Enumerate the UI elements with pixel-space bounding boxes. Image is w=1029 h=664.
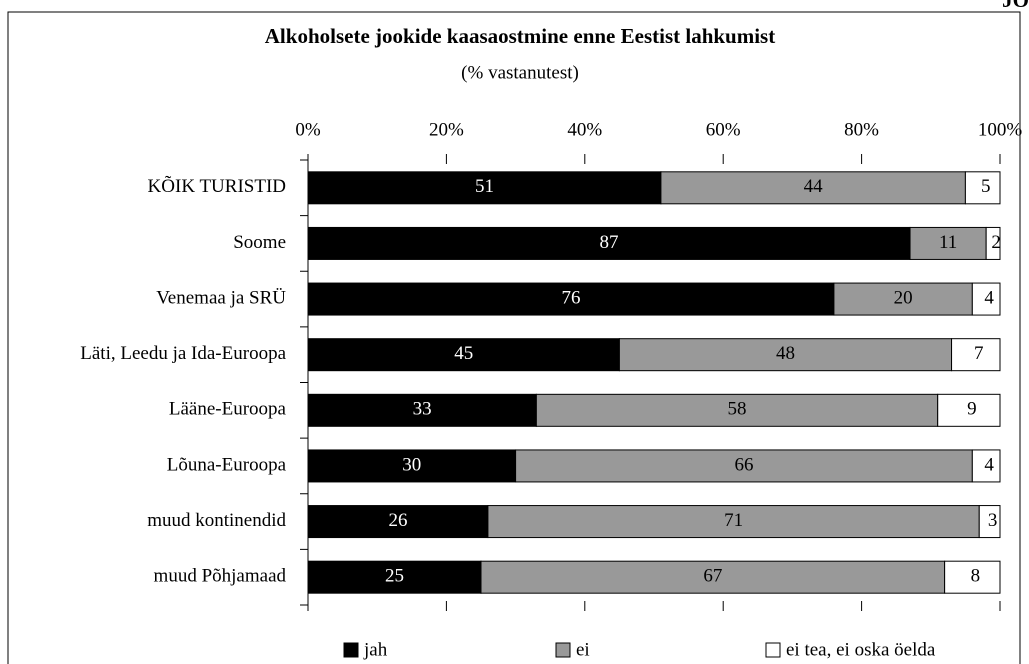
y-tick-label: KÕIK TURISTID — [148, 175, 286, 197]
bar-segment — [487, 505, 980, 539]
x-tick-label: 0% — [295, 119, 321, 140]
bar-segment — [307, 171, 662, 205]
value-label: 48 — [776, 343, 795, 364]
bar-segment — [307, 226, 911, 260]
value-label: 44 — [804, 176, 824, 197]
legend-swatch — [765, 642, 781, 658]
y-tick-label: Venemaa ja SRÜ — [156, 287, 286, 308]
bar-segment — [307, 393, 537, 427]
bar-segment — [937, 393, 1001, 427]
value-label: 30 — [402, 454, 421, 475]
value-label: 33 — [413, 399, 432, 420]
bar-segment — [909, 226, 987, 260]
bar-segment — [515, 449, 973, 483]
y-tick-label: muud kontinendid — [147, 510, 286, 531]
bar-segment — [985, 226, 1001, 260]
legend-swatch — [555, 642, 571, 658]
value-label: 26 — [388, 510, 407, 531]
value-label: 4 — [984, 454, 994, 475]
y-tick-label: Soome — [233, 232, 286, 253]
value-label: 3 — [988, 510, 998, 531]
value-label: 25 — [385, 566, 404, 587]
y-tick-label: Lääne-Euroopa — [169, 399, 287, 420]
bar-segment — [307, 449, 517, 483]
x-tick-label: 20% — [429, 119, 464, 140]
value-label: 76 — [561, 287, 580, 308]
value-label: 4 — [984, 287, 994, 308]
value-label: 66 — [734, 454, 753, 475]
legend-label: ei — [576, 639, 590, 660]
y-tick-label: Lõuna-Euroopa — [167, 454, 287, 475]
legend-swatch — [343, 642, 359, 658]
value-label: 20 — [894, 287, 913, 308]
value-label: 51 — [475, 176, 494, 197]
value-label: 58 — [728, 399, 747, 420]
x-tick-label: 80% — [844, 119, 879, 140]
chart-title: Alkoholsete jookide kaasaostmine enne Ee… — [265, 24, 775, 48]
corner-label: JO — [1002, 0, 1029, 12]
bar-segment — [944, 560, 1001, 594]
value-label: 45 — [454, 343, 473, 364]
value-label: 7 — [974, 343, 984, 364]
bar-segment — [971, 449, 1001, 483]
legend-label: jah — [363, 639, 388, 660]
bar-segment — [618, 338, 953, 372]
value-label: 11 — [939, 232, 957, 253]
bar-segment — [978, 505, 1001, 539]
y-tick-label: Läti, Leedu ja Ida-Euroopa — [80, 343, 286, 364]
y-tick-label: muud Põhjamaad — [154, 566, 287, 587]
bar-segment — [964, 171, 1001, 205]
bar-segment — [660, 171, 966, 205]
x-tick-label: 40% — [567, 119, 602, 140]
value-label: 67 — [703, 566, 722, 587]
value-label: 5 — [981, 176, 991, 197]
x-tick-label: 60% — [706, 119, 741, 140]
legend-label: ei tea, ei oska öelda — [786, 639, 936, 660]
value-label: 9 — [967, 399, 977, 420]
value-label: 2 — [991, 232, 1001, 253]
bar-segment — [535, 393, 939, 427]
value-label: 71 — [724, 510, 743, 531]
bar-segment — [307, 282, 835, 316]
frame — [7, 11, 1021, 664]
value-label: 8 — [971, 566, 981, 587]
bar-segment — [307, 560, 482, 594]
value-label: 87 — [600, 232, 619, 253]
x-tick-label: 100% — [978, 119, 1023, 140]
bar-segment — [971, 282, 1001, 316]
chart-subtitle: (% vastanutest) — [461, 62, 579, 83]
bar-segment — [833, 282, 973, 316]
bar-segment — [951, 338, 1001, 372]
